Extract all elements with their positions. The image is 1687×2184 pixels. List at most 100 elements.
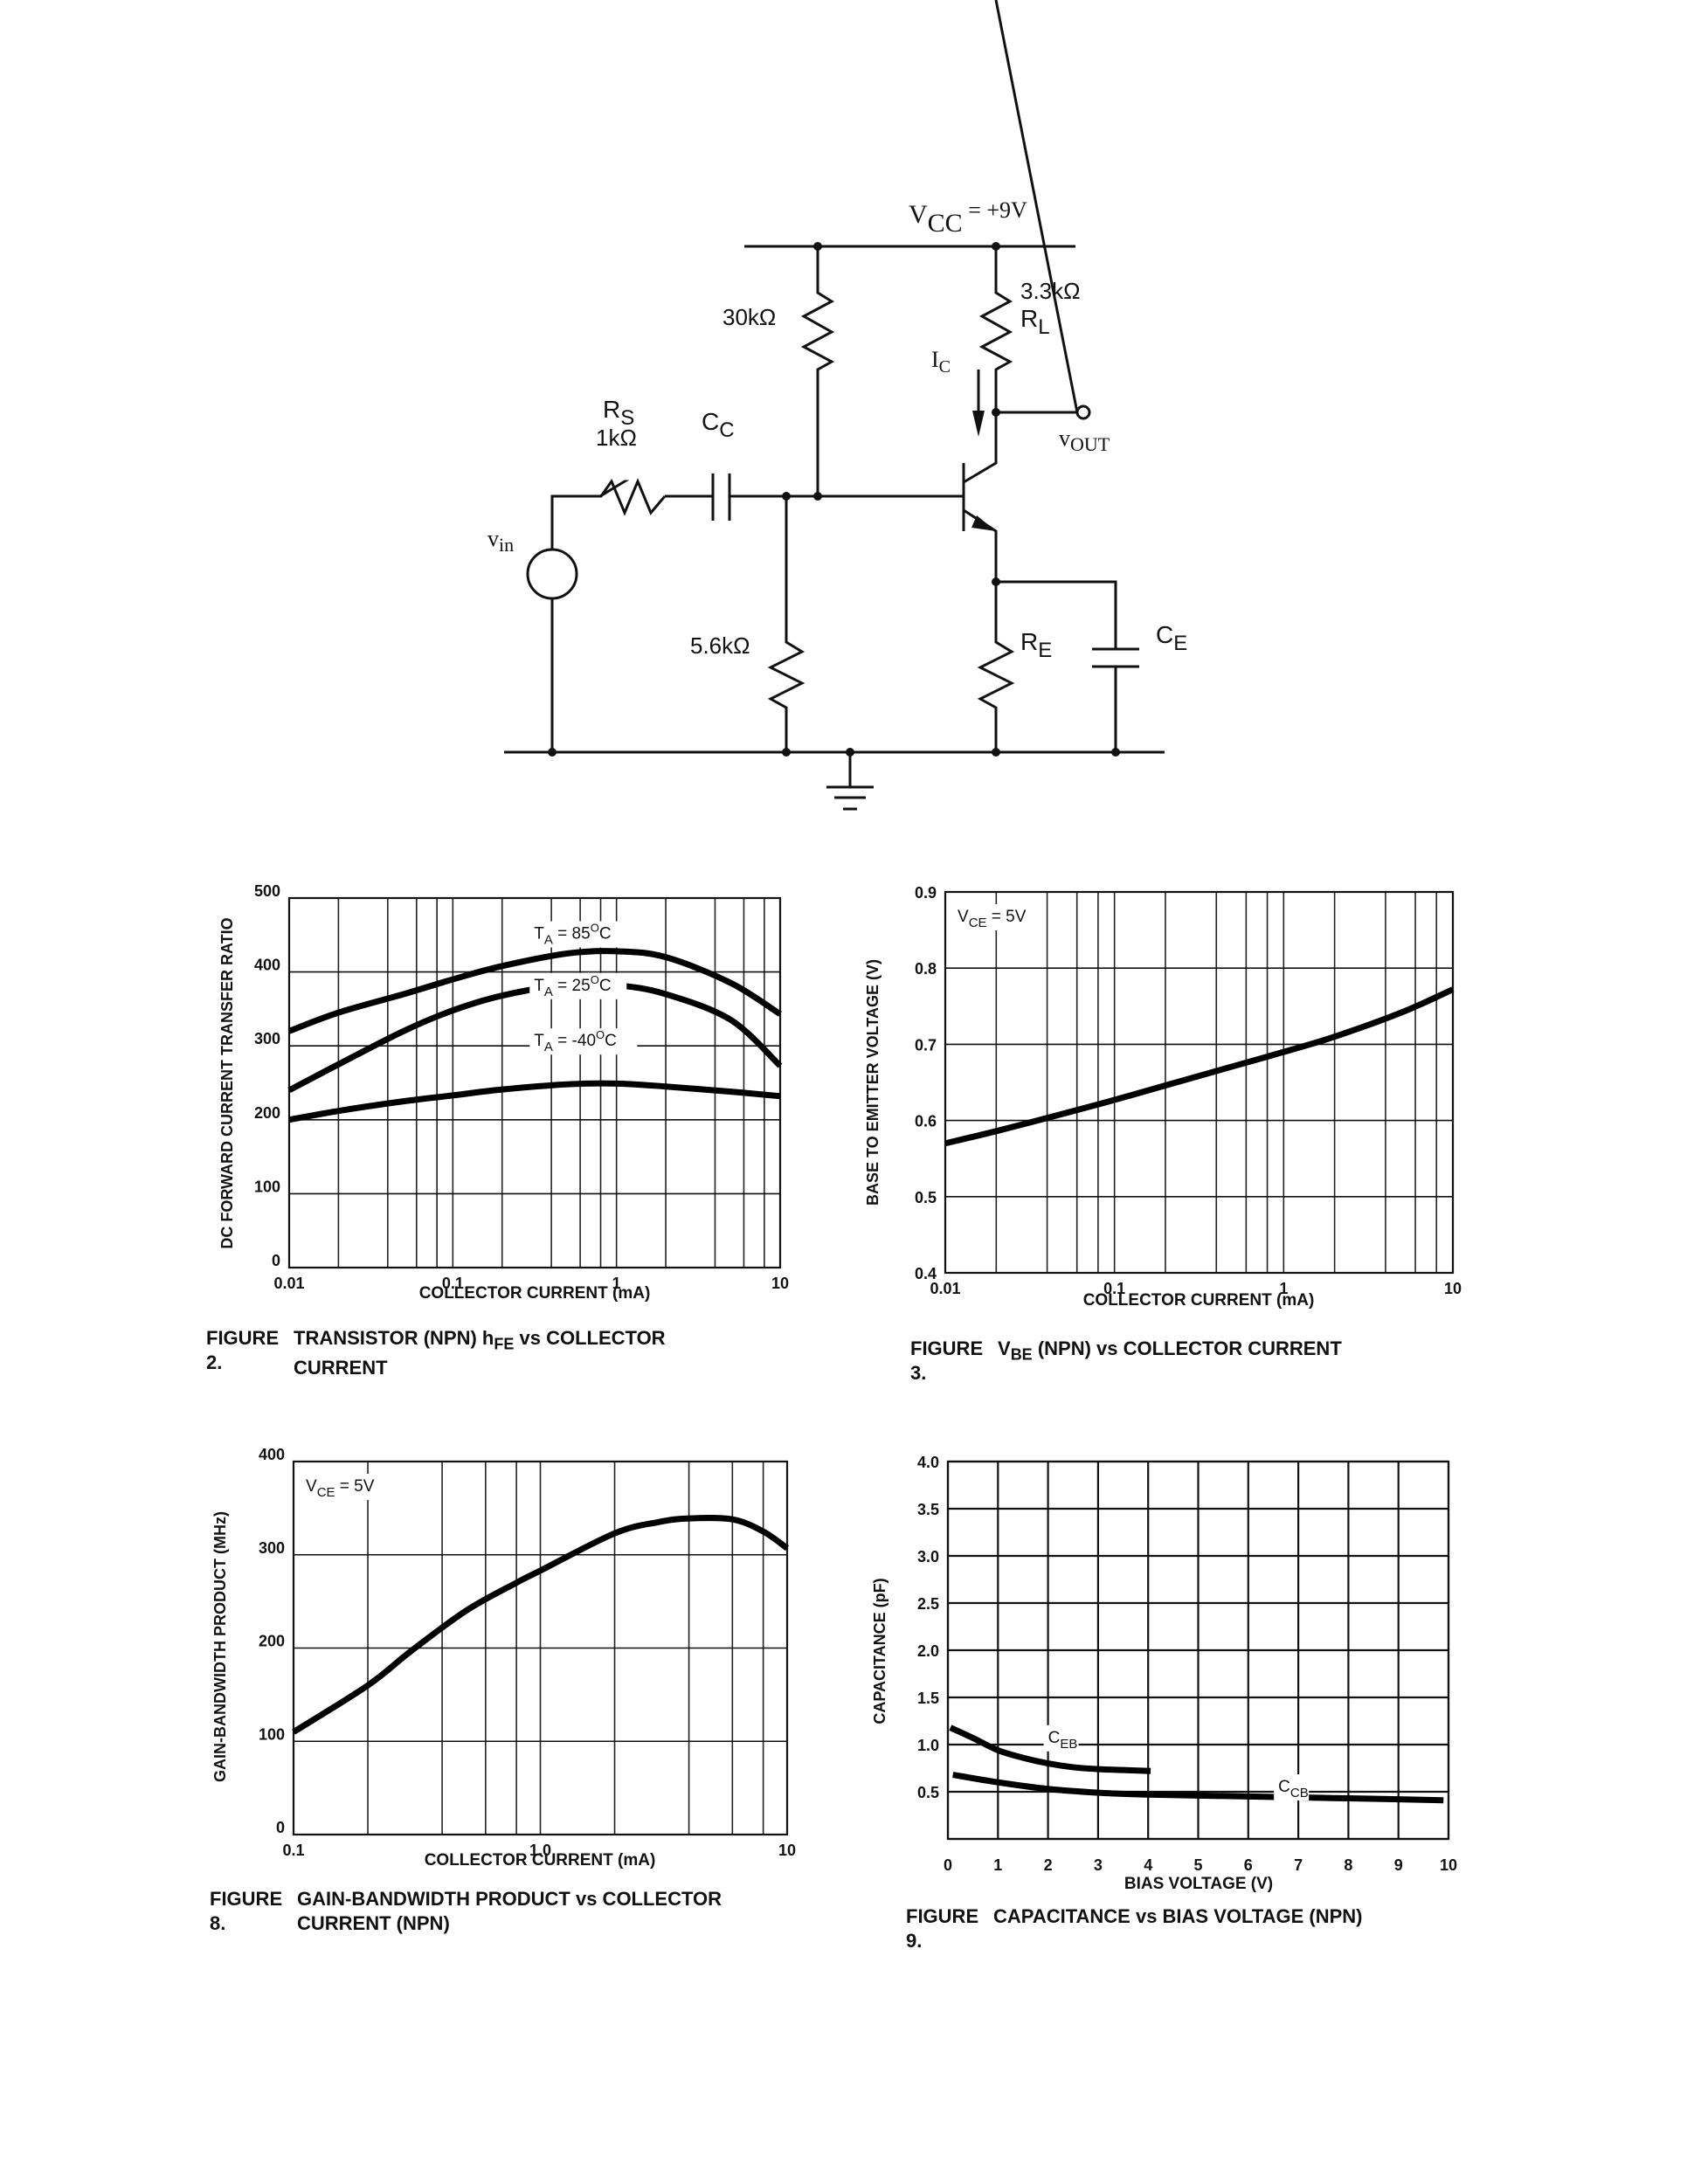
resistor-re xyxy=(977,582,1015,752)
svg-text:10: 10 xyxy=(1440,1856,1457,1874)
svg-text:8: 8 xyxy=(1344,1856,1352,1874)
svg-text:0.1: 0.1 xyxy=(442,1275,464,1292)
svg-text:1: 1 xyxy=(993,1856,1002,1874)
fig3-x-axis-title: COLLECTOR CURRENT (mA) xyxy=(1083,1291,1315,1310)
svg-text:4.0: 4.0 xyxy=(917,1454,939,1471)
svg-text:0.9: 0.9 xyxy=(915,884,937,902)
chart-fig2-hfe: 0 100 200 300 400 500 0.01 0.1 1 10 TA = 85OC TA = … xyxy=(254,882,789,1292)
svg-text:200: 200 xyxy=(254,1104,280,1122)
fig3-number: FIGURE 3. xyxy=(910,1337,984,1384)
svg-text:TA = -40OC: TA = -40OC xyxy=(534,1028,617,1054)
fig2-caption-post: vs COLLECTOR xyxy=(514,1327,666,1349)
svg-text:10: 10 xyxy=(771,1275,789,1292)
rs-value-label: 1kΩ xyxy=(596,425,637,451)
svg-text:TA = 25OC: TA = 25OC xyxy=(534,973,611,999)
vout-label: vOUT xyxy=(1059,425,1110,455)
svg-text:0.7: 0.7 xyxy=(915,1036,937,1054)
svg-text:4: 4 xyxy=(1144,1856,1152,1874)
chart-fig8-gbw: 0 100 200 300 400 0.1 1.0 10 VCE = 5V xyxy=(259,1446,796,1859)
svg-text:2: 2 xyxy=(1044,1856,1053,1874)
fig2-caption-text: TRANSISTOR (NPN) h xyxy=(294,1327,494,1349)
rs-label: RS xyxy=(603,396,634,430)
svg-text:3.5: 3.5 xyxy=(917,1501,939,1518)
svg-text:0: 0 xyxy=(276,1819,285,1836)
resistor-5k6 xyxy=(767,496,805,752)
svg-text:200: 200 xyxy=(259,1633,285,1650)
svg-text:6: 6 xyxy=(1244,1856,1253,1874)
cc-label: CC xyxy=(702,408,735,442)
svg-text:0.1: 0.1 xyxy=(282,1842,304,1859)
fig8-caption-line2: CURRENT (NPN) xyxy=(297,1912,450,1934)
chart-fig9-capacitance: 0.5 1.0 1.5 2.0 2.5 3.0 3.5 4.0 0 1 2 3 4 5 6 7 8 9 10 CEB C… xyxy=(917,1454,1457,1874)
fig2-number: FIGURE 2. xyxy=(206,1327,280,1373)
emitter-arrow-icon xyxy=(971,515,996,531)
r-top-bias-label: 30kΩ xyxy=(723,304,776,330)
series-curve xyxy=(292,1515,790,1735)
svg-text:300: 300 xyxy=(254,1030,280,1047)
fig3-caption-post: (NPN) vs COLLECTOR CURRENT xyxy=(1032,1337,1342,1359)
svg-text:3.0: 3.0 xyxy=(917,1548,939,1565)
resistor-rl xyxy=(978,246,1013,463)
series-curve xyxy=(944,986,1455,1147)
resistor-30k xyxy=(800,246,835,496)
svg-text:VCE = 5V: VCE = 5V xyxy=(958,908,1027,930)
junction-dots xyxy=(548,242,1120,757)
series-curve xyxy=(287,980,783,1094)
svg-text:500: 500 xyxy=(254,882,280,900)
rl-label: RL xyxy=(1020,305,1050,339)
svg-text:100: 100 xyxy=(254,1178,280,1195)
amplifier-schematic: VCC = +9V 30kΩ 3.3kΩ RL IC vOUT RS 1kΩ C… xyxy=(487,0,1187,811)
fig2-x-axis-title: COLLECTOR CURRENT (mA) xyxy=(419,1284,651,1303)
resistor-rs xyxy=(550,478,667,549)
fig2-caption-sub: FE xyxy=(494,1335,515,1353)
series-curve xyxy=(288,1080,781,1123)
svg-text:2.0: 2.0 xyxy=(917,1642,939,1660)
svg-text:400: 400 xyxy=(259,1446,285,1463)
svg-text:1: 1 xyxy=(612,1275,621,1292)
svg-text:3: 3 xyxy=(1094,1856,1103,1874)
re-label: RE xyxy=(1020,628,1052,662)
fig2-caption-line2: CURRENT xyxy=(294,1357,388,1379)
vin-label: vin xyxy=(487,526,514,556)
fig8-number: FIGURE 8. xyxy=(210,1888,283,1934)
r-bottom-bias-label: 5.6kΩ xyxy=(690,632,750,659)
svg-text:0.01: 0.01 xyxy=(930,1280,960,1297)
svg-text:0.4: 0.4 xyxy=(915,1265,937,1282)
svg-text:300: 300 xyxy=(259,1539,285,1557)
svg-text:100: 100 xyxy=(259,1725,285,1743)
svg-text:1.0: 1.0 xyxy=(917,1737,939,1754)
svg-text:2.5: 2.5 xyxy=(917,1595,939,1613)
svg-text:10: 10 xyxy=(1444,1280,1462,1297)
svg-text:1.5: 1.5 xyxy=(917,1690,939,1707)
vout-terminal xyxy=(1075,404,1091,420)
fig3-y-axis-title: BASE TO EMITTER VOLTAGE (V) xyxy=(864,959,882,1206)
ic-arrow-icon xyxy=(972,411,985,437)
svg-text:0.01: 0.01 xyxy=(273,1275,304,1292)
svg-text:9: 9 xyxy=(1394,1856,1403,1874)
svg-text:0: 0 xyxy=(944,1856,952,1874)
svg-text:5: 5 xyxy=(1193,1856,1202,1874)
vin-source xyxy=(526,548,578,600)
fig8-caption-line1: GAIN-BANDWIDTH PRODUCT vs COLLECTOR xyxy=(297,1888,723,1910)
fig3-caption-sub: BE xyxy=(1010,1345,1033,1364)
svg-text:0.8: 0.8 xyxy=(915,960,937,978)
svg-text:0.5: 0.5 xyxy=(917,1784,939,1801)
fig8-y-axis-title: GAIN-BANDWIDTH PRODUCT (MHz) xyxy=(211,1511,229,1782)
fig3-caption: FIGURE 3. VBE (NPN) vs COLLECTOR CURRENT xyxy=(910,1337,1342,1386)
fig9-y-axis-title: CAPACITANCE (pF) xyxy=(871,1578,888,1724)
fig9-caption: FIGURE 9. CAPACITANCE vs BIAS VOLTAGE (NP… xyxy=(906,1904,1363,1953)
svg-text:10: 10 xyxy=(778,1842,796,1859)
svg-text:CCB: CCB xyxy=(1278,1778,1309,1800)
rl-value-label: 3.3kΩ xyxy=(1020,278,1081,304)
vcc-label: VCC = +9V xyxy=(909,197,1027,238)
series-curve xyxy=(287,948,782,1034)
fig9-number: FIGURE 9. xyxy=(906,1905,979,1952)
fig2-caption: FIGURE 2. TRANSISTOR (NPN) hFE vs COLLECT… xyxy=(206,1326,666,1380)
svg-text:CEB: CEB xyxy=(1048,1729,1078,1752)
collector-lead xyxy=(963,412,998,484)
fig8-x-axis-title: COLLECTOR CURRENT (mA) xyxy=(425,1851,656,1870)
svg-text:TA = 85OC: TA = 85OC xyxy=(534,922,611,948)
fig3-caption-text: V xyxy=(998,1337,1011,1359)
svg-text:0.1: 0.1 xyxy=(1103,1280,1125,1297)
fig9-caption-text: CAPACITANCE vs BIAS VOLTAGE (NPN) xyxy=(993,1905,1363,1927)
